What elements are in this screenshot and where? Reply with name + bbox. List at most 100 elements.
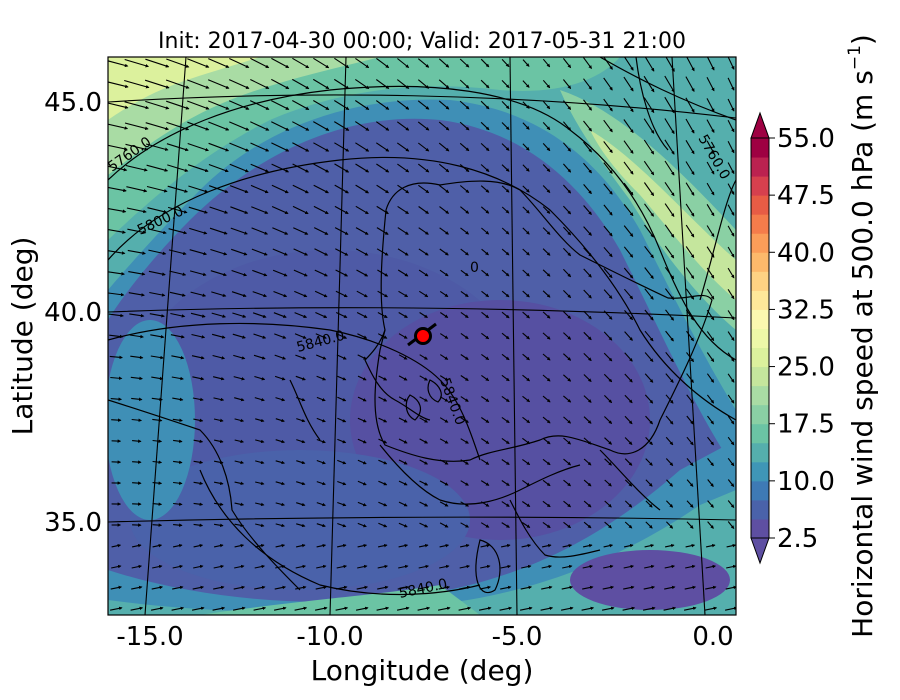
wind-vector (439, 375, 449, 381)
wind-vector (249, 100, 270, 110)
wind-vector (542, 416, 551, 424)
wind-vector (214, 502, 224, 506)
wind-vector (563, 479, 572, 487)
wind-vector (293, 269, 308, 277)
wind-vector (357, 522, 367, 528)
wind-vector (172, 564, 183, 569)
wind-vector (378, 459, 388, 465)
wind-vector (419, 375, 428, 381)
wind-vector (623, 182, 634, 196)
wind-vector (439, 290, 449, 298)
wind-vector (234, 543, 245, 548)
wind-vector (334, 163, 350, 173)
colorbar-max-extend (750, 111, 770, 139)
wind-vector (583, 331, 592, 341)
wind-vector (187, 79, 210, 89)
wind-vector (313, 100, 330, 110)
wind-vector (480, 543, 491, 548)
wind-vector (132, 481, 142, 485)
wind-vector (542, 521, 551, 529)
wind-vector (562, 121, 572, 131)
wind-vector (255, 502, 265, 507)
wind-vector (213, 439, 224, 444)
wind-vector (642, 606, 656, 611)
wind-vector (294, 290, 308, 298)
wind-vector (210, 248, 228, 256)
wind-vector (149, 291, 166, 297)
wind-vector (336, 333, 348, 339)
wind-vector (357, 459, 367, 465)
wind-vector (151, 397, 163, 402)
wind-vector (644, 394, 654, 404)
wind-vector (313, 205, 329, 215)
wind-vector (209, 206, 229, 214)
wind-vector (336, 585, 348, 590)
colorbar-tick-label: 25.0 (777, 353, 835, 383)
wind-vector (316, 564, 327, 569)
wind-vector (295, 564, 306, 569)
wind-vector (542, 248, 551, 256)
wind-vector (603, 162, 613, 174)
wind-vector (254, 564, 265, 569)
wind-vector (542, 290, 551, 298)
wind-vector (624, 373, 633, 383)
wind-vector (111, 418, 122, 422)
wind-vector (398, 522, 408, 528)
wind-vector (624, 331, 633, 341)
wind-vector (124, 58, 149, 68)
coastlines (108, 57, 736, 594)
wind-vector (419, 501, 429, 507)
wind-vector (624, 437, 633, 446)
wind-vector (623, 543, 634, 548)
wind-vector (439, 522, 449, 528)
x-tick-label: -15.0 (116, 622, 183, 652)
wind-vector (208, 163, 229, 173)
wind-vector (192, 397, 204, 402)
wind-vector (254, 397, 265, 402)
wind-vector (603, 564, 614, 569)
wind-vector (686, 330, 694, 342)
wind-vector (480, 121, 490, 131)
wind-vector (396, 606, 410, 611)
wind-vector (645, 437, 653, 446)
wind-vector (501, 353, 510, 361)
wind-vector (417, 606, 431, 611)
wind-vector (644, 330, 654, 342)
wind-vector (643, 75, 655, 93)
wind-vector (316, 543, 327, 548)
wind-vector (481, 311, 490, 319)
wind-vector (376, 184, 389, 194)
wind-vector (191, 333, 206, 339)
wind-vector (292, 142, 310, 152)
wind-vector (272, 227, 289, 235)
wind-vector (212, 376, 225, 381)
wind-vector (522, 227, 530, 235)
wind-vector (623, 267, 634, 279)
wind-vector (480, 438, 490, 444)
wind-vector (126, 186, 148, 193)
wind-vector (501, 395, 510, 403)
wind-vector (207, 79, 230, 89)
wind-vector (644, 57, 655, 72)
wind-vector (459, 142, 470, 152)
wind-vector (316, 481, 326, 486)
wind-vector (603, 331, 613, 341)
wind-vector (685, 76, 695, 93)
wind-vector (313, 142, 330, 152)
wind-vector (501, 206, 510, 214)
wind-vector (418, 585, 430, 590)
wind-vector (232, 312, 247, 318)
wind-vector (108, 186, 127, 193)
wind-vector (293, 248, 309, 256)
wind-vector (726, 543, 736, 548)
wind-vector (460, 269, 469, 277)
wind-vector (378, 375, 388, 381)
wind-vector (645, 500, 653, 508)
wind-vector (561, 585, 573, 590)
wind-vector (252, 269, 268, 277)
wind-vector (563, 521, 572, 529)
wind-vector (542, 311, 551, 319)
wind-vector (480, 79, 490, 89)
wind-vector (583, 289, 592, 299)
wind-vector (685, 118, 695, 134)
